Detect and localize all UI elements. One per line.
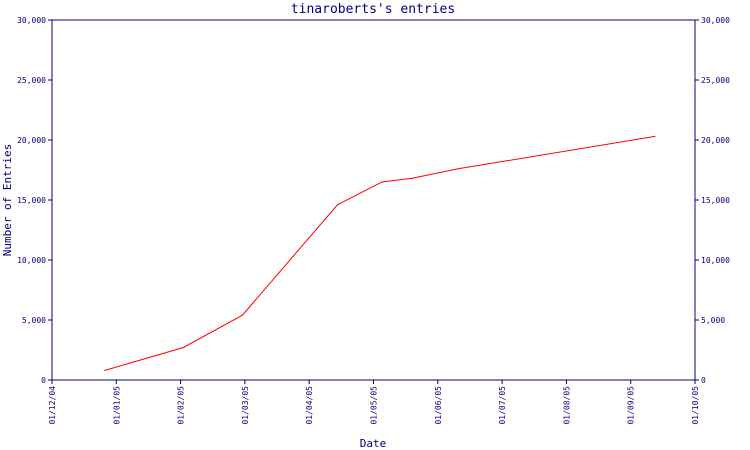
x-tick-label: 01/03/05 bbox=[241, 386, 250, 425]
y-axis-right: 0 5,000 10,000 15,000 20,000 25,000 30,000 bbox=[695, 16, 730, 385]
y-tick-label-left: 30,000 bbox=[17, 16, 46, 25]
data-point bbox=[654, 135, 656, 137]
x-tick-label: 01/02/05 bbox=[177, 386, 186, 425]
x-tick-label: 01/12/04 bbox=[48, 386, 57, 425]
x-tick-label: 01/05/05 bbox=[370, 386, 379, 425]
x-tick-label: 01/01/05 bbox=[112, 386, 121, 425]
data-point bbox=[182, 347, 184, 349]
x-tick-label: 01/06/05 bbox=[434, 386, 443, 425]
x-axis-title: Date bbox=[360, 437, 387, 450]
y-axis-title: Number of Entries bbox=[1, 144, 14, 257]
series-line bbox=[104, 135, 655, 371]
y-tick-label-left: 5,000 bbox=[22, 316, 46, 325]
series-layer bbox=[104, 135, 656, 371]
y-tick-label-right: 5,000 bbox=[701, 316, 725, 325]
data-point bbox=[410, 177, 413, 179]
x-tick-label: 01/10/05 bbox=[691, 386, 700, 425]
y-tick-label-left: 25,000 bbox=[17, 76, 46, 85]
chart-title: tinaroberts's entries bbox=[291, 2, 455, 17]
x-tick-label: 01/09/05 bbox=[627, 386, 636, 425]
y-tick-label-left: 20,000 bbox=[17, 136, 46, 145]
x-tick-label: 01/04/05 bbox=[305, 386, 314, 425]
y-tick-label-right: 15,000 bbox=[701, 196, 730, 205]
y-tick-label-right: 30,000 bbox=[701, 16, 730, 25]
data-point bbox=[104, 369, 106, 371]
x-axis: 01/12/04 01/01/05 01/02/05 01/03/05 01/04/05… bbox=[48, 380, 700, 425]
data-point bbox=[381, 181, 383, 183]
x-tick-label: 01/08/05 bbox=[562, 386, 571, 425]
data-point bbox=[336, 204, 339, 206]
y-tick-label-left: 0 bbox=[41, 376, 46, 385]
data-point bbox=[241, 314, 243, 316]
y-tick-label-left: 10,000 bbox=[17, 256, 46, 265]
y-axis-left: 0 5,000 10,000 15,000 20,000 25,000 30,000 bbox=[17, 16, 52, 385]
y-tick-label-left: 15,000 bbox=[17, 196, 46, 205]
y-tick-label-right: 0 bbox=[701, 376, 706, 385]
y-tick-label-right: 10,000 bbox=[701, 256, 730, 265]
y-tick-label-right: 20,000 bbox=[701, 136, 730, 145]
x-tick-label: 01/07/05 bbox=[498, 386, 507, 425]
y-tick-label-right: 25,000 bbox=[701, 76, 730, 85]
plot-area bbox=[51, 19, 696, 381]
data-point bbox=[457, 168, 459, 170]
